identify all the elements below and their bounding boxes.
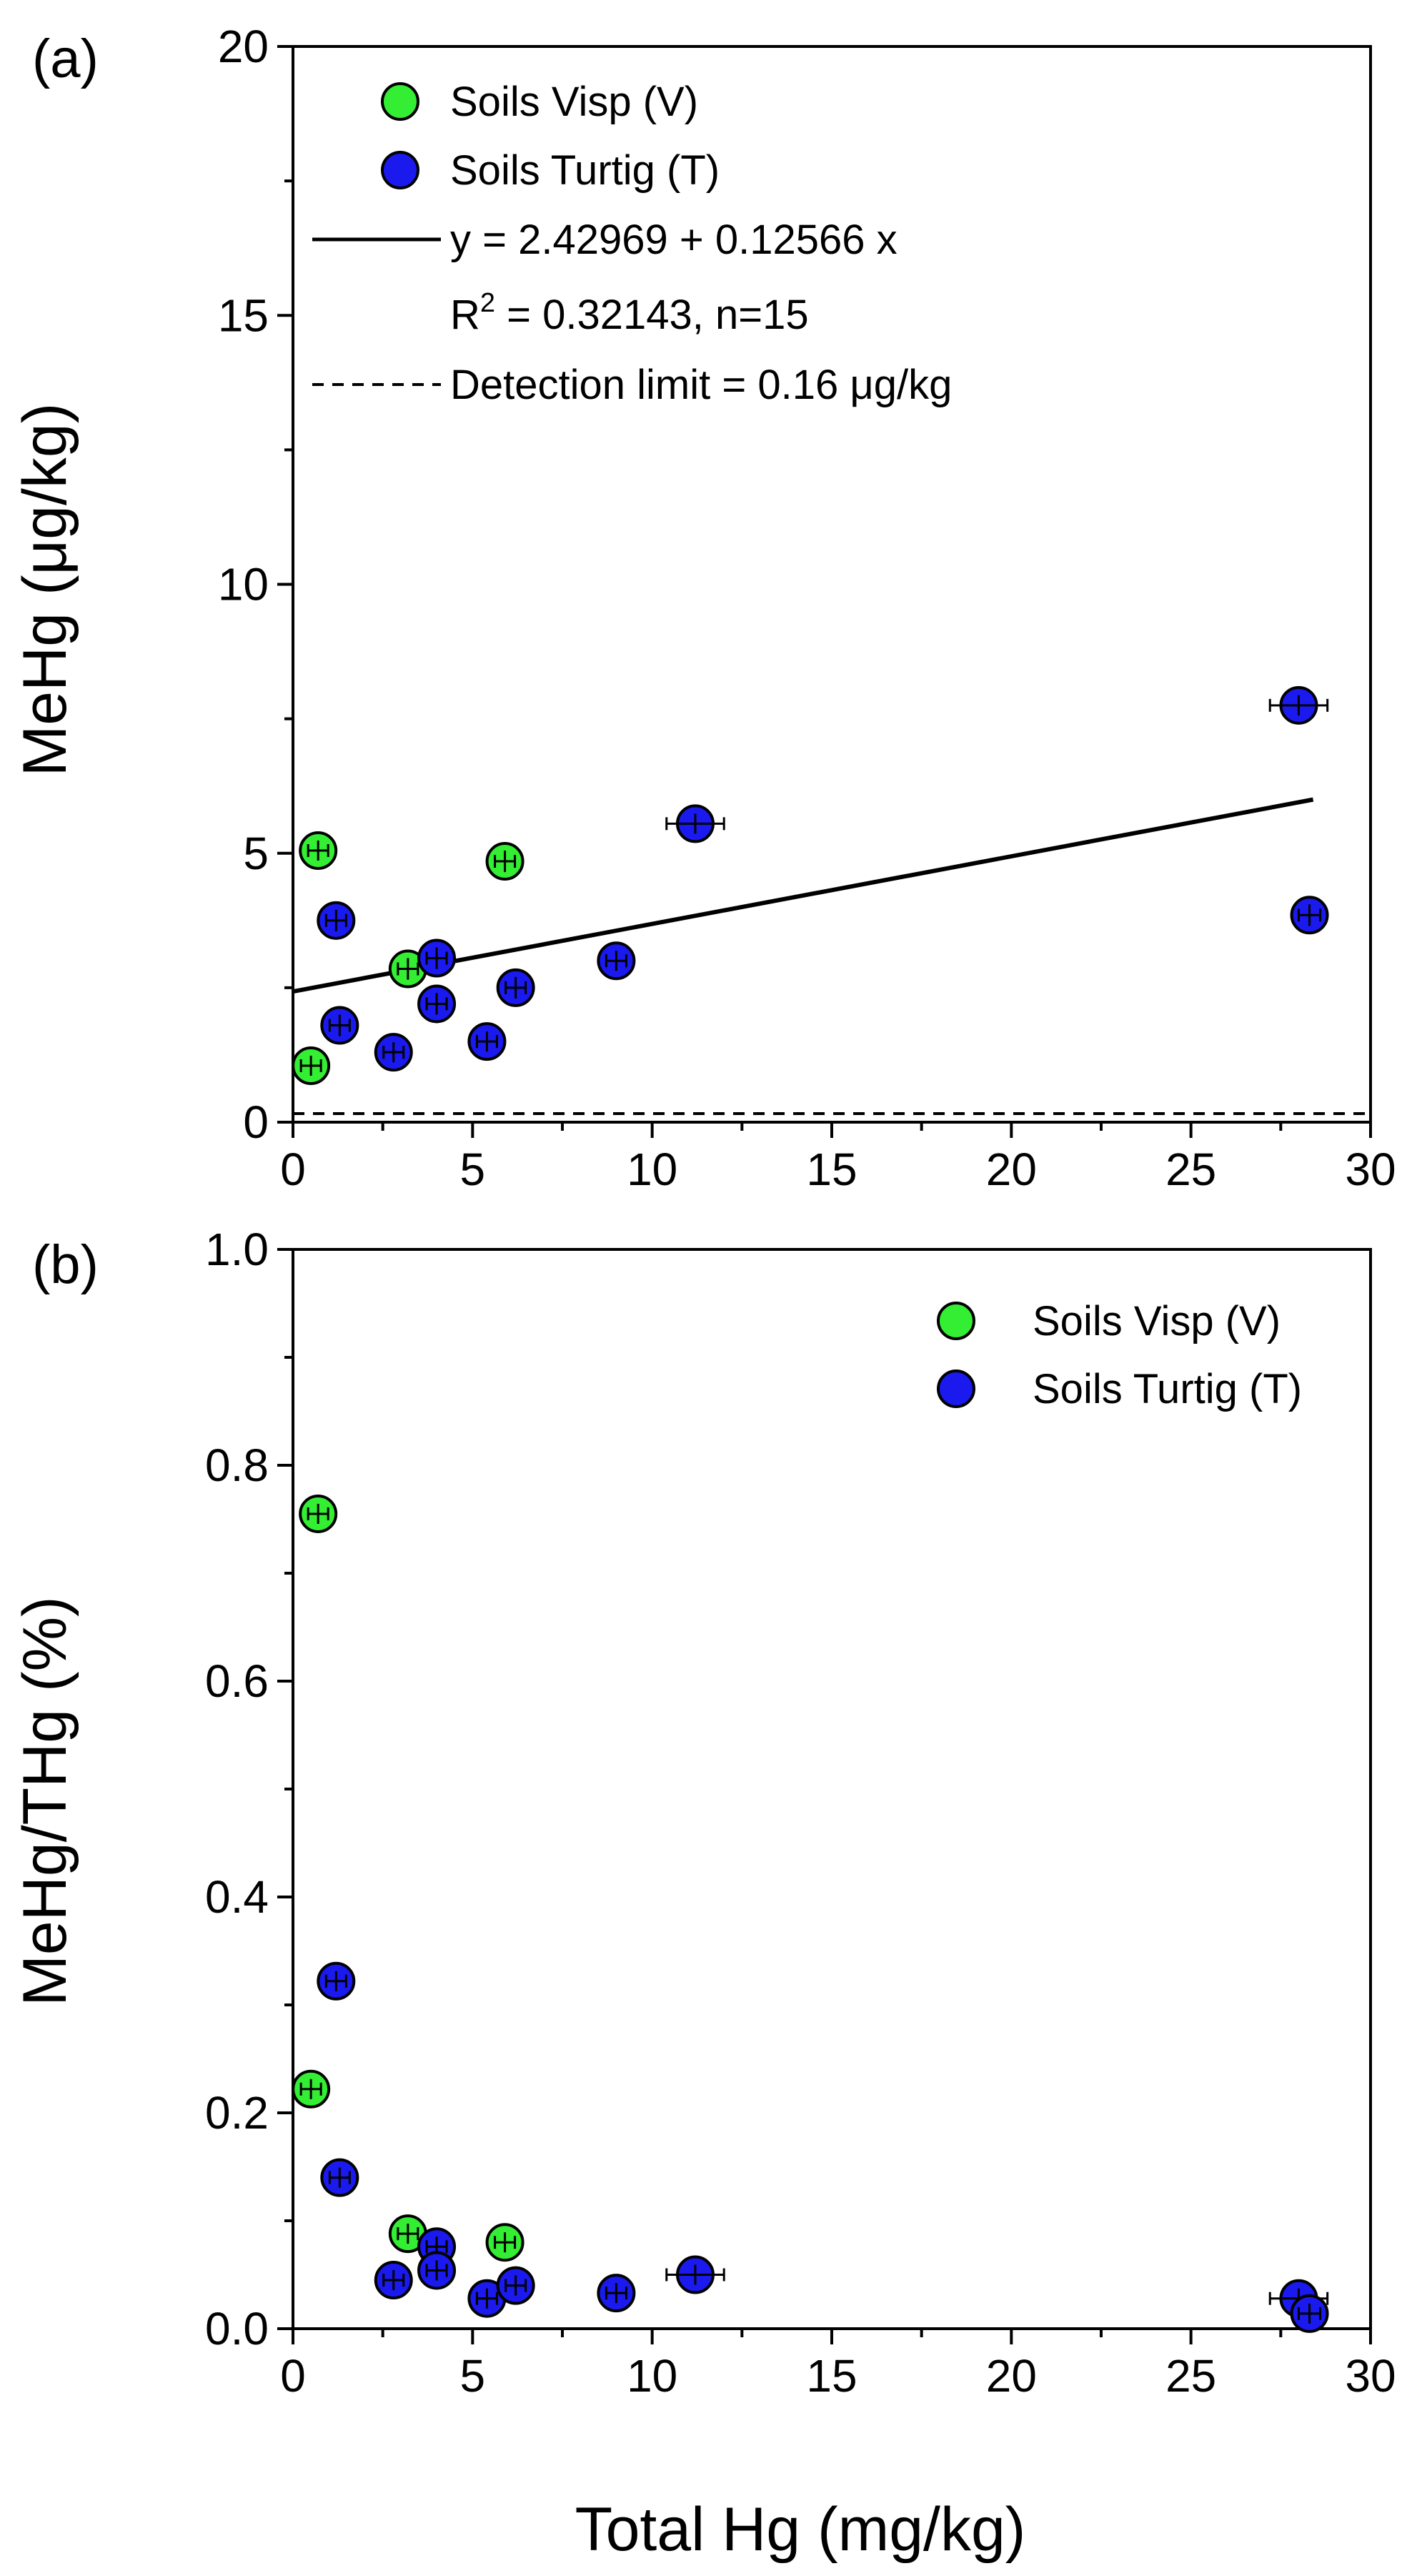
panel-a-fit-line: [292, 797, 1314, 994]
panel-a-turtig-point: [417, 984, 457, 1024]
panel-b-visp-point: [299, 1494, 338, 1533]
panel-a-plot-area: [292, 685, 1371, 1115]
panel-a-visp-point: [299, 831, 338, 870]
legend-a-r2: R2 = 0.32143, n=15: [450, 288, 809, 338]
panel-b-turtig-point: [374, 2261, 413, 2300]
legend-a-fit-equation: y = 2.42969 + 0.12566 x: [450, 217, 898, 263]
panel-a-visp-point: [485, 842, 524, 881]
panel-b-turtig-point: [597, 2274, 636, 2313]
panel-a-y-tick-label: 15: [218, 289, 269, 341]
panel-a-turtig-point: [1268, 685, 1329, 725]
panel-b-turtig-point: [320, 2158, 359, 2197]
panel-b-x-tick-label: 5: [460, 2350, 486, 2402]
legend-a-turtig-marker: [381, 151, 419, 189]
panel-b-legend: Soils Visp (V) Soils Turtig (T): [937, 1298, 1302, 1412]
panel-a-label: (a): [32, 29, 99, 89]
panel-b-x-tick-label: 20: [986, 2350, 1037, 2402]
legend-b-turtig-label: Soils Turtig (T): [1033, 1366, 1302, 1412]
panel-b-ylabel: MeHg/THg (%): [11, 1596, 79, 2006]
legend-b-visp-marker: [937, 1302, 975, 1340]
legend-a-visp-marker: [381, 82, 419, 121]
panel-a-visp-point: [292, 1046, 331, 1085]
panel-a-turtig-point: [467, 1022, 507, 1061]
panel-a-visp-point: [388, 949, 427, 989]
legend-a-detection-label: Detection limit = 0.16 μg/kg: [450, 362, 952, 408]
panel-a-turtig-point: [374, 1033, 413, 1072]
panel-b-y-tick-label: 0.2: [205, 2087, 269, 2139]
panel-b-y-tick-label: 0.8: [205, 1440, 269, 1491]
panel-a-turtig-point: [1290, 896, 1329, 935]
panel-a-y-tick-label: 20: [218, 21, 269, 72]
panel-b-visp-point: [292, 2069, 331, 2109]
panel-a-x-tick-label: 5: [460, 1144, 486, 1195]
panel-a-x-tick-label: 20: [986, 1144, 1037, 1195]
panel-a-turtig-point: [496, 968, 535, 1007]
panel-a-turtig-point: [320, 1006, 359, 1045]
panel-b-y-tick-label: 0.0: [205, 2303, 269, 2354]
panel-a-turtig-point: [417, 938, 457, 978]
panel-a-y-tick-label: 10: [218, 559, 269, 610]
panel-b-turtig-point: [665, 2255, 725, 2294]
panel-a-turtig-point: [597, 941, 636, 981]
panel-a-x-tick-label: 15: [806, 1144, 857, 1195]
panel-b-xlabel: Total Hg (mg/kg): [575, 2495, 1026, 2564]
panel-b-y-tick-label: 1.0: [205, 1224, 269, 1275]
panel-b-turtig-point: [1290, 2294, 1329, 2333]
panel-a-x-tick-label: 10: [627, 1144, 677, 1195]
panel-a-legend: Soils Visp (V) Soils Turtig (T) y = 2.42…: [312, 79, 952, 408]
legend-b-turtig-marker: [937, 1369, 975, 1408]
panel-a-turtig-point: [317, 901, 356, 940]
panel-b-turtig-point: [417, 2251, 457, 2290]
legend-a-visp-label: Soils Visp (V): [450, 79, 698, 125]
legend-b-visp-label: Soils Visp (V): [1033, 1298, 1281, 1344]
panel-b-y-tick-label: 0.4: [205, 1871, 269, 1923]
panel-a: (a) MeHg (μg/kg) 0 5 10 15 20 25 30 0 5 10 15 20 So…: [11, 21, 1396, 1195]
panel-a-axes: 0 5 10 15 20 25 30 0 5 10 15 20: [218, 21, 1396, 1195]
panel-a-turtig-point: [665, 804, 725, 843]
legend-a-turtig-label: Soils Turtig (T): [450, 147, 720, 194]
panel-a-x-tick-label: 0: [280, 1144, 306, 1195]
panel-b-label: (b): [32, 1234, 99, 1295]
panel-a-y-tick-label: 0: [243, 1096, 269, 1148]
panel-b-axes: 0 5 10 15 20 25 30 0.0 0.2 0.4 0.6 0.8 1.0: [205, 1224, 1396, 2402]
panel-b-y-tick-label: 0.6: [205, 1655, 269, 1707]
panel-b: (b) MeHg/THg (%) 0 5 10 15 20 25 30 0.0 0.2 0.4 0.…: [11, 1224, 1396, 2564]
panel-b-x-tick-label: 15: [806, 2350, 857, 2402]
panel-b-plot-area: [292, 1494, 1329, 2333]
panel-a-y-tick-label: 5: [243, 828, 269, 879]
panel-a-x-tick-label: 25: [1165, 1144, 1216, 1195]
panel-b-x-tick-label: 0: [280, 2350, 306, 2402]
panel-b-turtig-point: [496, 2266, 535, 2305]
panel-b-turtig-point: [317, 1961, 356, 2001]
panel-b-x-tick-label: 10: [627, 2350, 677, 2402]
panel-b-x-tick-label: 25: [1165, 2350, 1216, 2402]
panel-a-x-tick-label: 30: [1345, 1144, 1396, 1195]
panel-b-visp-point: [485, 2223, 524, 2262]
panel-a-ylabel: MeHg (μg/kg): [11, 403, 79, 777]
panel-b-x-tick-label: 30: [1345, 2350, 1396, 2402]
